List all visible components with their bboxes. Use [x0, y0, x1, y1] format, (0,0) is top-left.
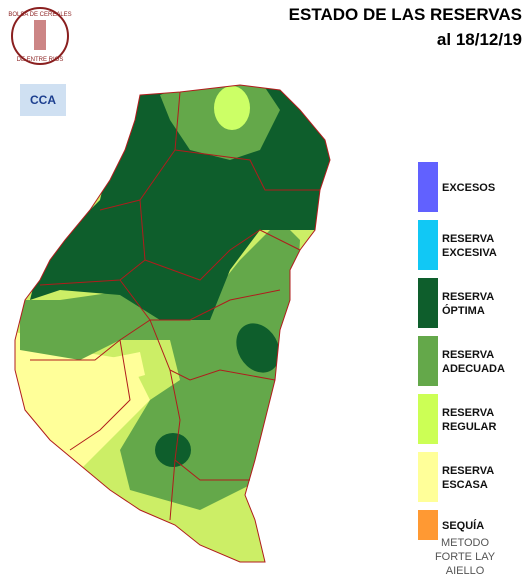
logo-cca: CCA: [20, 84, 66, 116]
title: ESTADO DE LAS RESERVAS: [289, 5, 522, 24]
legend-label: RESERVA: [442, 349, 494, 361]
method-text: METODO: [441, 537, 490, 549]
method-text: AIELLO: [446, 565, 485, 576]
legend-label: RESERVA: [442, 465, 494, 477]
legend-swatch: [418, 162, 438, 212]
logo-box: [20, 84, 66, 116]
legend-label: RESERVA: [442, 233, 494, 245]
legend-swatch: [418, 278, 438, 328]
logo-text: DE ENTRE RIOS: [17, 57, 64, 63]
legend-swatch: [418, 394, 438, 444]
legend-swatch: [418, 452, 438, 502]
logo-bolsa: BOLSA DE CEREALES DE ENTRE RIOS: [8, 7, 72, 65]
legend-label: ÓPTIMA: [442, 304, 485, 317]
department-borders: [14, 84, 331, 563]
legend-label: RESERVA: [442, 407, 494, 419]
method: METODO FORTE LAY AIELLO: [435, 537, 496, 577]
legend-label: RESERVA: [442, 291, 494, 303]
date: al 18/12/19: [437, 30, 522, 49]
logo-text: CCA: [30, 93, 56, 107]
legend-label: REGULAR: [442, 421, 496, 433]
legend-swatch: [418, 336, 438, 386]
legend: EXCESOSRESERVAEXCESIVARESERVAÓPTIMARESER…: [418, 162, 505, 540]
method-text: FORTE LAY: [435, 551, 496, 563]
legend-label: SEQUÍA: [442, 519, 484, 532]
logo-text: BOLSA DE CEREALES: [8, 12, 71, 18]
legend-swatch: [418, 510, 438, 540]
legend-label: EXCESOS: [442, 182, 495, 194]
logo-emblem: [34, 20, 46, 50]
legend-label: ADECUADA: [442, 363, 505, 375]
legend-label: EXCESIVA: [442, 247, 497, 259]
legend-swatch: [418, 220, 438, 270]
legend-label: ESCASA: [442, 479, 488, 491]
